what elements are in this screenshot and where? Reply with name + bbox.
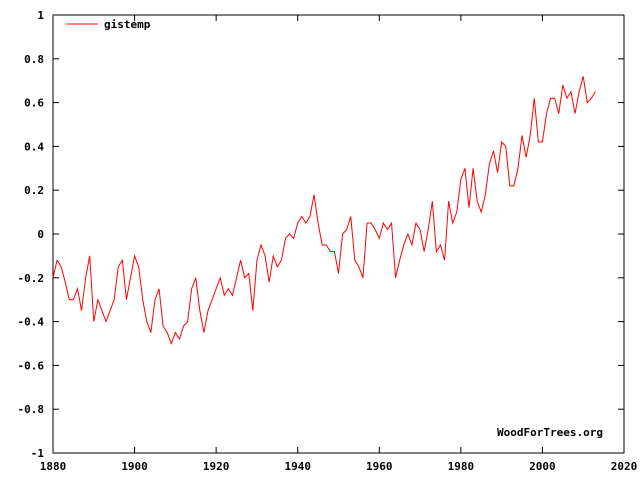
y-tick-label: -0.4 [18,316,45,329]
x-tick-label: 2020 [611,460,638,473]
series-line-gistemp [52,76,596,345]
x-axis-tick-labels: 1880 1900 1920 1940 1960 1980 2000 2020 [40,460,638,473]
x-tick-label: 1900 [121,460,148,473]
x-tick-label: 1940 [284,460,311,473]
y-tick-label: 0.6 [24,97,44,110]
legend-label-gistemp: gistemp [104,18,151,31]
y-tick-label: -0.2 [18,272,45,285]
x-tick-label: 1880 [40,460,67,473]
axis-ticks [52,14,625,454]
y-tick-label: -1 [31,447,45,460]
y-tick-label: 0.8 [24,53,44,66]
legend: gistemp [66,18,151,31]
y-tick-label: 0 [37,228,44,241]
x-tick-label: 1960 [366,460,393,473]
plot-frame [52,14,625,454]
y-tick-label: 1 [37,9,44,22]
y-tick-label: -0.8 [18,403,45,416]
credit-label: WoodForTrees.org [497,426,603,439]
x-tick-label: 1920 [203,460,230,473]
x-tick-label: 2000 [529,460,556,473]
y-axis-tick-labels: -1 -0.8 -0.6 -0.4 -0.2 0 0.2 0.4 0.6 0.8 1 [18,9,45,460]
series-layer [52,76,596,345]
y-tick-label: -0.6 [18,359,45,372]
y-tick-label: 0.4 [24,140,44,153]
y-tick-label: 0.2 [24,184,44,197]
x-tick-label: 1980 [448,460,475,473]
